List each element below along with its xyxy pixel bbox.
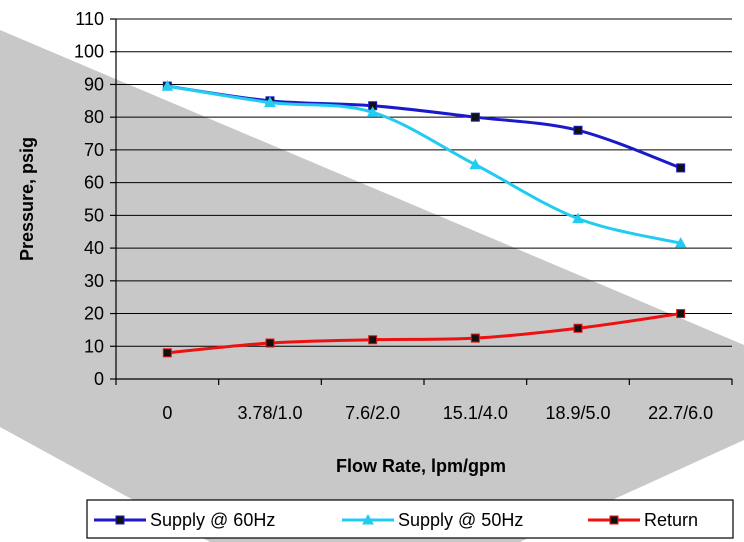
y-axis-title: Pressure, psig (17, 137, 37, 261)
legend-label: Supply @ 60Hz (150, 510, 275, 530)
data-point (573, 125, 583, 135)
series-line (167, 312, 681, 355)
legend: Supply @ 60Hz Supply @ 50Hz Return (86, 499, 734, 539)
x-tick-label: 15.1/4.0 (443, 403, 508, 423)
series-line (167, 84, 682, 245)
x-tick-label: 18.9/5.0 (545, 403, 610, 423)
legend-marker (362, 513, 374, 525)
x-axis-title: Flow Rate, lpm/gpm (336, 456, 506, 476)
x-tick-label: 0 (162, 403, 172, 423)
legend-marker (609, 515, 619, 525)
data-point (162, 348, 172, 358)
legend-label: Supply @ 50Hz (398, 510, 523, 530)
y-tick-labels: 0 10 20 30 40 50 60 70 80 90 100 110 (74, 9, 104, 389)
data-point (572, 212, 584, 224)
y-tick-label: 70 (84, 140, 104, 160)
data-point (265, 338, 275, 348)
legend-entry: Return (588, 510, 698, 530)
legend-entry: Supply @ 50Hz (342, 510, 523, 530)
x-tick-label: 7.6/2.0 (345, 403, 400, 423)
data-point (573, 323, 583, 333)
series-3 (162, 309, 686, 358)
data-point (470, 112, 480, 122)
y-tick-label: 20 (84, 304, 104, 324)
series-group (161, 80, 687, 358)
data-point (676, 309, 686, 319)
y-tick-label: 10 (84, 336, 104, 356)
data-point (366, 106, 379, 117)
axes (110, 18, 733, 385)
y-tick-label: 80 (84, 107, 104, 127)
x-tick-label: 3.78/1.0 (237, 403, 302, 423)
legend-marker (115, 515, 125, 525)
legend-label: Return (644, 510, 698, 530)
data-point (264, 96, 276, 107)
background-watermark-band (0, 30, 744, 542)
y-tick-label: 110 (75, 9, 104, 29)
data-point (161, 80, 174, 91)
data-point (368, 335, 378, 345)
legend-entry: Supply @ 60Hz (94, 510, 275, 530)
x-tick-labels: 0 3.78/1.0 7.6/2.0 15.1/4.0 18.9/5.0 22.7/6.0 (162, 403, 713, 423)
gridlines (116, 18, 732, 347)
y-tick-label: 100 (74, 42, 104, 62)
y-tick-label: 30 (84, 271, 104, 291)
data-point (676, 163, 686, 173)
data-point (674, 237, 687, 248)
data-point (469, 158, 482, 170)
series-2 (161, 80, 687, 248)
y-tick-label: 90 (84, 74, 104, 94)
y-tick-label: 50 (84, 205, 104, 225)
x-tick-label: 22.7/6.0 (648, 403, 713, 423)
y-tick-label: 0 (94, 369, 104, 389)
y-tick-label: 60 (84, 173, 104, 193)
y-tick-label: 40 (84, 238, 104, 258)
data-point (470, 333, 480, 343)
